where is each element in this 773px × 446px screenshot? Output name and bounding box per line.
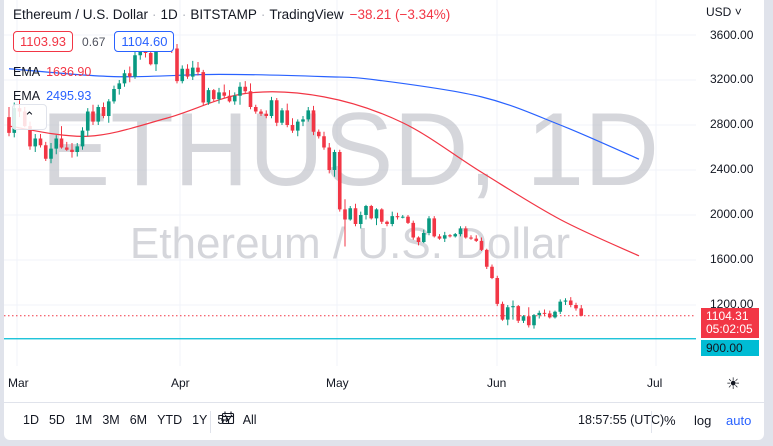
- exchange: BITSTAMP: [190, 7, 257, 22]
- indicator-ema-long[interactable]: EMA 2495.93: [13, 89, 91, 103]
- time-tick: Apr: [171, 376, 190, 390]
- time-tick: May: [326, 376, 349, 390]
- indicator-value: 1636.90: [46, 65, 92, 79]
- candlestick-chart[interactable]: ETHUSD, 1D Ethereum / U.S. Dollar: [4, 0, 696, 366]
- chevron-up-icon: ⌃: [24, 109, 35, 124]
- symbol-legend[interactable]: Ethereum / U.S. Dollar · 1D · BITSTAMP · Tradi…: [13, 7, 451, 22]
- toolbar-right: 18:57:55 (UTC) % log auto: [214, 403, 764, 440]
- auto-scale-toggle[interactable]: auto: [726, 413, 752, 428]
- time-tick: Jul: [647, 376, 663, 390]
- ema-line: [8, 68, 640, 160]
- bid-ask-row: 1103.93 0.67 1104.60: [13, 31, 175, 52]
- symbol-name: Ethereum / U.S. Dollar: [13, 7, 149, 22]
- indicator-value: 2495.93: [46, 89, 92, 103]
- range-3m-button[interactable]: 3M: [102, 413, 120, 427]
- price-tick: 2800.00: [710, 117, 754, 131]
- chart-pane[interactable]: ETHUSD, 1D Ethereum / U.S. Dollar Ethereu…: [4, 0, 696, 366]
- toolbar-divider: [210, 411, 211, 433]
- price-change: −38.21 (−3.34%): [349, 7, 451, 22]
- ema-line: [8, 91, 640, 257]
- chart-settings-icon[interactable]: ☀: [726, 376, 741, 393]
- last-price: 1104.31: [706, 309, 749, 323]
- spread-value: 0.67: [82, 34, 106, 49]
- percent-scale-toggle[interactable]: %: [664, 413, 676, 428]
- buy-price-button[interactable]: 1104.60: [114, 31, 175, 52]
- range-ytd-button[interactable]: YTD: [157, 413, 183, 427]
- log-scale-toggle[interactable]: log: [694, 413, 712, 428]
- price-tick: 3200.00: [710, 72, 754, 86]
- indicator-ema-short[interactable]: EMA 1636.90: [13, 65, 91, 79]
- range-6m-button[interactable]: 6M: [129, 413, 148, 427]
- time-axis[interactable]: Mar Apr May Jun Jul ☀: [4, 366, 764, 402]
- range-1d-button[interactable]: 1D: [23, 413, 39, 427]
- sell-price-button[interactable]: 1103.93: [13, 31, 74, 52]
- indicator-label: EMA: [13, 65, 41, 79]
- currency-button[interactable]: USD ˅: [706, 5, 742, 19]
- range-1m-button[interactable]: 1M: [74, 413, 93, 427]
- price-tick: 1600.00: [710, 252, 754, 266]
- interval: 1D: [160, 7, 178, 22]
- goto-date-icon[interactable]: [220, 410, 236, 430]
- price-tick: 3600.00: [710, 28, 754, 42]
- price-axis[interactable]: USD ˅ 3600.00 3200.00 2800.00 2400.00 20…: [696, 0, 764, 366]
- chevron-down-icon: ˅: [734, 5, 742, 19]
- price-tick: 1200.00: [710, 297, 754, 311]
- calendar-arrow-icon: [221, 411, 235, 425]
- range-buttons: 1D 5D 1M 3M 6M YTD 1Y 5Y All: [18, 413, 262, 427]
- price-tick: 2000.00: [710, 207, 754, 221]
- price-tick: 2400.00: [710, 162, 754, 176]
- watermark-symbol: ETHUSD, 1D: [41, 92, 659, 208]
- toolbar-divider: [651, 411, 652, 433]
- horizontal-line-label: 900.00: [701, 340, 759, 356]
- range-5d-button[interactable]: 5D: [48, 413, 65, 427]
- time-tick: Mar: [8, 376, 29, 390]
- indicator-label: EMA: [13, 89, 41, 103]
- bottom-toolbar: 1D 5D 1M 3M 6M YTD 1Y 5Y All 18:57:55 (U…: [4, 402, 764, 440]
- watermark-description: Ethereum / U.S. Dollar: [130, 219, 570, 268]
- last-price-label: 1104.31 05:02:05: [701, 308, 759, 338]
- range-all-button[interactable]: All: [242, 413, 257, 427]
- range-1y-button[interactable]: 1Y: [192, 413, 208, 427]
- chart-widget: ETHUSD, 1D Ethereum / U.S. Dollar Ethereu…: [4, 0, 764, 440]
- time-tick: Jun: [487, 376, 507, 390]
- source: TradingView: [269, 7, 344, 22]
- bar-countdown: 05:02:05: [706, 322, 753, 336]
- collapse-legend-button[interactable]: ⌃: [12, 104, 47, 130]
- utc-clock[interactable]: 18:57:55 (UTC): [578, 413, 665, 427]
